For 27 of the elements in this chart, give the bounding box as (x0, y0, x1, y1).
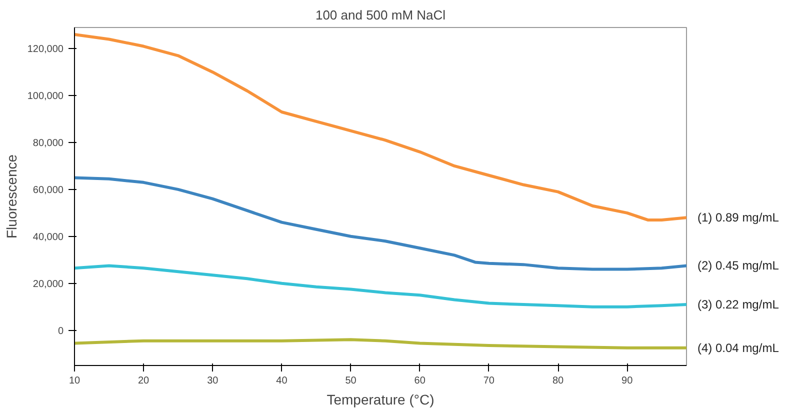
y-tick-label: 20,000 (32, 278, 64, 290)
line-series (74, 176, 686, 271)
x-tick-label: 20 (138, 376, 150, 386)
x-axis-title: Temperature (°C) (326, 392, 434, 408)
series-label: (3) 0.22 mg/mL (698, 297, 780, 312)
x-tick-label: 70 (483, 376, 495, 386)
line-series (74, 338, 686, 350)
y-tick-label: 40,000 (32, 232, 64, 243)
x-tick-label: 50 (345, 376, 357, 386)
series-label: (4) 0.04 mg/mL (698, 340, 780, 355)
x-tick-label: 80 (552, 376, 564, 386)
line-series (74, 33, 686, 222)
y-tick-label: 60,000 (32, 184, 64, 196)
x-tick-label: 90 (622, 376, 634, 386)
chart-title: 100 and 500 mM NaCl (315, 8, 446, 22)
x-tick-label: 60 (414, 376, 426, 386)
series-label: (2) 0.45 mg/mL (698, 258, 780, 273)
y-tick-label: 120,000 (27, 44, 64, 56)
x-tick-label: 40 (276, 376, 288, 386)
x-tick-label: 30 (207, 376, 219, 386)
y-tick-label: 100,000 (27, 91, 64, 102)
series-label: (1) 0.89 mg/mL (698, 210, 780, 225)
y-tick-label: 0 (58, 326, 64, 337)
line-series (74, 264, 686, 308)
y-axis-title: Fluorescence (3, 154, 20, 239)
y-tick-label: 80,000 (32, 138, 64, 150)
x-tick-label: 10 (68, 376, 80, 386)
